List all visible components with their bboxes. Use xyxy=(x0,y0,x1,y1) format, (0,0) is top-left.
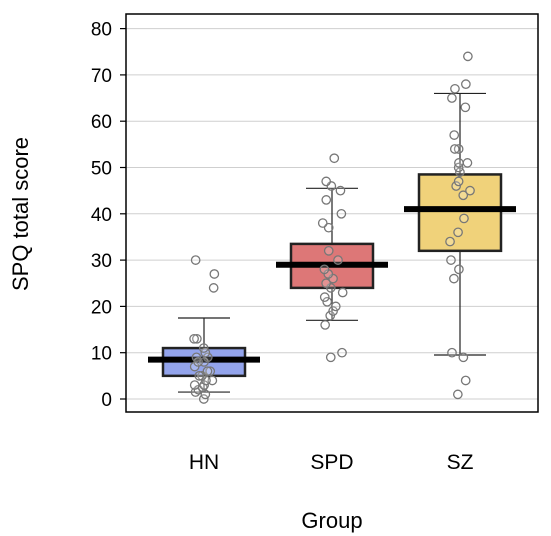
sz-data-point xyxy=(446,255,456,265)
sz-data-point xyxy=(445,236,455,247)
spd-data-point xyxy=(335,185,346,196)
sz-data-point xyxy=(449,144,460,154)
hn-data-point xyxy=(209,269,220,279)
sz-data-point xyxy=(462,158,473,168)
spd-data-point xyxy=(330,301,341,312)
y-tick-label-70: 70 xyxy=(91,66,112,87)
hn-data-point xyxy=(191,352,202,363)
sz-data-point xyxy=(449,130,460,140)
sz-data-point xyxy=(451,181,461,191)
spd-data-point xyxy=(328,306,338,316)
points-layer xyxy=(189,51,475,404)
y-tick-label-40: 40 xyxy=(91,205,112,226)
spd-data-point xyxy=(319,292,330,302)
hn-data-point xyxy=(202,366,213,377)
plot-frame xyxy=(125,13,539,413)
spd-data-point xyxy=(321,176,332,187)
hn-data-point xyxy=(194,370,205,381)
boxes-layer xyxy=(148,92,516,393)
sz-data-point xyxy=(463,51,473,62)
sz-data-point xyxy=(453,176,464,187)
spd-data-point xyxy=(321,195,332,205)
hn-data-point xyxy=(190,255,201,265)
hn-data-point xyxy=(192,333,202,344)
spd-data-point xyxy=(336,208,347,219)
sz-data-point xyxy=(449,273,459,284)
x-axis-title: Group xyxy=(301,508,362,533)
sz-data-point xyxy=(465,185,475,196)
hn-data-point xyxy=(202,352,213,363)
spd-data-point xyxy=(325,352,336,363)
sz-data-point xyxy=(460,102,471,113)
sz-data-point xyxy=(447,93,457,103)
spd-data-point xyxy=(337,347,347,358)
sz-data-point xyxy=(461,79,471,90)
x-axis: HN SPD SZ xyxy=(189,451,474,474)
sz-data-point xyxy=(454,264,464,275)
spd-data-point xyxy=(333,255,343,265)
hn-data-point xyxy=(189,333,199,344)
spd-data-point xyxy=(322,296,333,307)
hn-data-point xyxy=(198,343,209,353)
y-axis: 0 10 20 30 40 50 60 70 80 xyxy=(91,20,126,411)
hn-data-point xyxy=(189,380,200,390)
x-category-label-spd: SPD xyxy=(310,451,353,474)
y-tick-label-60: 60 xyxy=(91,112,112,133)
spd-data-point xyxy=(317,218,328,228)
spd-data-point xyxy=(337,287,348,298)
x-category-label-sz: SZ xyxy=(447,451,474,474)
spd-data-point xyxy=(321,278,331,289)
y-axis-title: SPQ total score xyxy=(8,137,33,291)
sz-data-point xyxy=(454,158,464,168)
sz-data-point xyxy=(453,227,463,238)
sz-data-point xyxy=(460,375,471,386)
y-tick-label-10: 10 xyxy=(91,344,112,365)
spd-data-point xyxy=(329,153,340,164)
sz-data-point xyxy=(459,213,469,224)
y-tick-label-50: 50 xyxy=(91,159,112,180)
spd-data-point xyxy=(319,264,330,275)
spd-data-point xyxy=(323,245,334,256)
y-tick-label-20: 20 xyxy=(91,297,112,318)
sz-data-point xyxy=(458,352,469,363)
y-tick-label-80: 80 xyxy=(91,20,112,41)
sz-data-point xyxy=(450,83,460,94)
y-tick-label-30: 30 xyxy=(91,251,112,272)
sz-data-point xyxy=(458,190,469,201)
x-category-label-hn: HN xyxy=(189,451,219,474)
hn-data-point xyxy=(208,283,219,293)
sz-data-point xyxy=(452,389,463,400)
sz-data-point xyxy=(447,347,457,358)
spd-data-point xyxy=(320,320,331,330)
y-tick-label-0: 0 xyxy=(101,390,112,411)
hn-data-point xyxy=(205,366,216,377)
